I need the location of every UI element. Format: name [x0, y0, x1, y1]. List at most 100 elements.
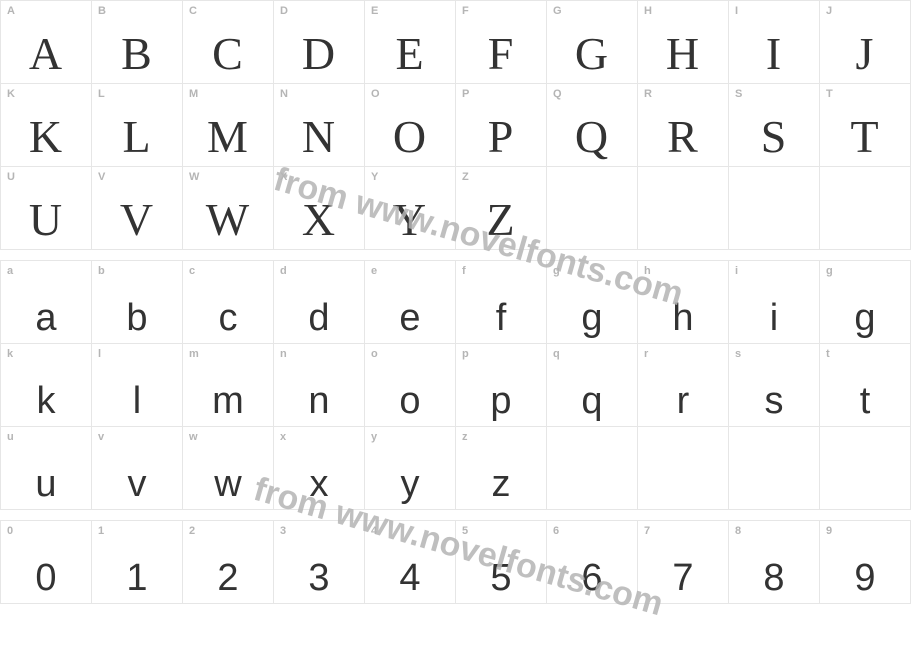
- cell-glyph: C: [183, 31, 273, 77]
- charmap-cell: [638, 427, 729, 510]
- charmap-cell: GG: [547, 1, 638, 84]
- cell-glyph: m: [183, 382, 273, 420]
- charmap-cell: gg: [547, 261, 638, 344]
- charmap-cell: oo: [365, 344, 456, 427]
- charmap-cell: ll: [92, 344, 183, 427]
- cell-glyph: Q: [547, 114, 637, 160]
- cell-key-label: 4: [371, 525, 377, 537]
- cell-key-label: i: [735, 265, 738, 277]
- cell-glyph: K: [1, 114, 91, 160]
- charmap-cell: WW: [183, 167, 274, 250]
- cell-key-label: M: [189, 88, 198, 100]
- cell-glyph: F: [456, 31, 546, 77]
- cell-glyph: t: [820, 382, 910, 420]
- charmap-cell: dd: [274, 261, 365, 344]
- charmap-cell: RR: [638, 84, 729, 167]
- charmap-cell: ZZ: [456, 167, 547, 250]
- cell-key-label: E: [371, 5, 378, 17]
- charmap-cell: EE: [365, 1, 456, 84]
- cell-glyph: O: [365, 114, 455, 160]
- charmap-cell: pp: [456, 344, 547, 427]
- cell-key-label: g: [826, 265, 833, 277]
- cell-key-label: u: [7, 431, 14, 443]
- charmap-cell: [729, 167, 820, 250]
- cell-key-label: d: [280, 265, 287, 277]
- charmap-cell: HH: [638, 1, 729, 84]
- cell-glyph: y: [365, 465, 455, 503]
- charmap-cell: PP: [456, 84, 547, 167]
- cell-glyph: e: [365, 299, 455, 337]
- cell-key-label: x: [280, 431, 286, 443]
- charmap-cell: JJ: [820, 1, 911, 84]
- cell-glyph: g: [820, 299, 910, 337]
- cell-key-label: b: [98, 265, 105, 277]
- charmap-cell: [638, 167, 729, 250]
- charmap-cell: UU: [1, 167, 92, 250]
- cell-key-label: O: [371, 88, 380, 100]
- cell-glyph: G: [547, 31, 637, 77]
- cell-key-label: R: [644, 88, 652, 100]
- cell-key-label: N: [280, 88, 288, 100]
- cell-glyph: 2: [183, 559, 273, 597]
- charmap-cell: AA: [1, 1, 92, 84]
- cell-glyph: H: [638, 31, 728, 77]
- charmap-cell: tt: [820, 344, 911, 427]
- cell-key-label: W: [189, 171, 199, 183]
- charmap-cell: 33: [274, 521, 365, 604]
- charmap-cell: rr: [638, 344, 729, 427]
- cell-glyph: l: [92, 382, 182, 420]
- charmap-cell: ii: [729, 261, 820, 344]
- charmap-cell: II: [729, 1, 820, 84]
- cell-key-label: y: [371, 431, 377, 443]
- cell-glyph: A: [1, 31, 91, 77]
- charmap-cell: zz: [456, 427, 547, 510]
- charmap-cell: ww: [183, 427, 274, 510]
- cell-key-label: K: [7, 88, 15, 100]
- cell-glyph: 5: [456, 559, 546, 597]
- font-charmap: AABBCCDDEEFFGGHHIIJJKKLLMMNNOOPPQQRRSSTT…: [0, 0, 911, 604]
- cell-key-label: g: [553, 265, 560, 277]
- cell-key-label: J: [826, 5, 832, 17]
- charmap-cell: 22: [183, 521, 274, 604]
- cell-glyph: P: [456, 114, 546, 160]
- cell-key-label: p: [462, 348, 469, 360]
- cell-glyph: n: [274, 382, 364, 420]
- charmap-cell: XX: [274, 167, 365, 250]
- cell-key-label: r: [644, 348, 648, 360]
- cell-glyph: L: [92, 114, 182, 160]
- charmap-cell: KK: [1, 84, 92, 167]
- charmap-cell: ff: [456, 261, 547, 344]
- cell-glyph: v: [92, 465, 182, 503]
- cell-glyph: Z: [456, 197, 546, 243]
- block-spacer: [0, 250, 911, 260]
- cell-key-label: 1: [98, 525, 104, 537]
- cell-key-label: V: [98, 171, 105, 183]
- charmap-cell: 55: [456, 521, 547, 604]
- charmap-cell: CC: [183, 1, 274, 84]
- cell-glyph: 0: [1, 559, 91, 597]
- cell-glyph: k: [1, 382, 91, 420]
- cell-glyph: z: [456, 465, 546, 503]
- cell-glyph: 1: [92, 559, 182, 597]
- charmap-cell: kk: [1, 344, 92, 427]
- cell-glyph: V: [92, 197, 182, 243]
- cell-glyph: 9: [820, 559, 910, 597]
- cell-key-label: n: [280, 348, 287, 360]
- cell-glyph: 3: [274, 559, 364, 597]
- charmap-cell: 99: [820, 521, 911, 604]
- cell-key-label: z: [462, 431, 468, 443]
- cell-glyph: s: [729, 382, 819, 420]
- cell-key-label: I: [735, 5, 738, 17]
- cell-key-label: t: [826, 348, 830, 360]
- cell-key-label: o: [371, 348, 378, 360]
- charmap-cell: LL: [92, 84, 183, 167]
- cell-key-label: S: [735, 88, 742, 100]
- cell-key-label: 9: [826, 525, 832, 537]
- charmap-cell: uu: [1, 427, 92, 510]
- cell-key-label: C: [189, 5, 197, 17]
- cell-glyph: X: [274, 197, 364, 243]
- charmap-cell: ee: [365, 261, 456, 344]
- cell-glyph: Y: [365, 197, 455, 243]
- cell-key-label: Z: [462, 171, 469, 183]
- charmap-cell: hh: [638, 261, 729, 344]
